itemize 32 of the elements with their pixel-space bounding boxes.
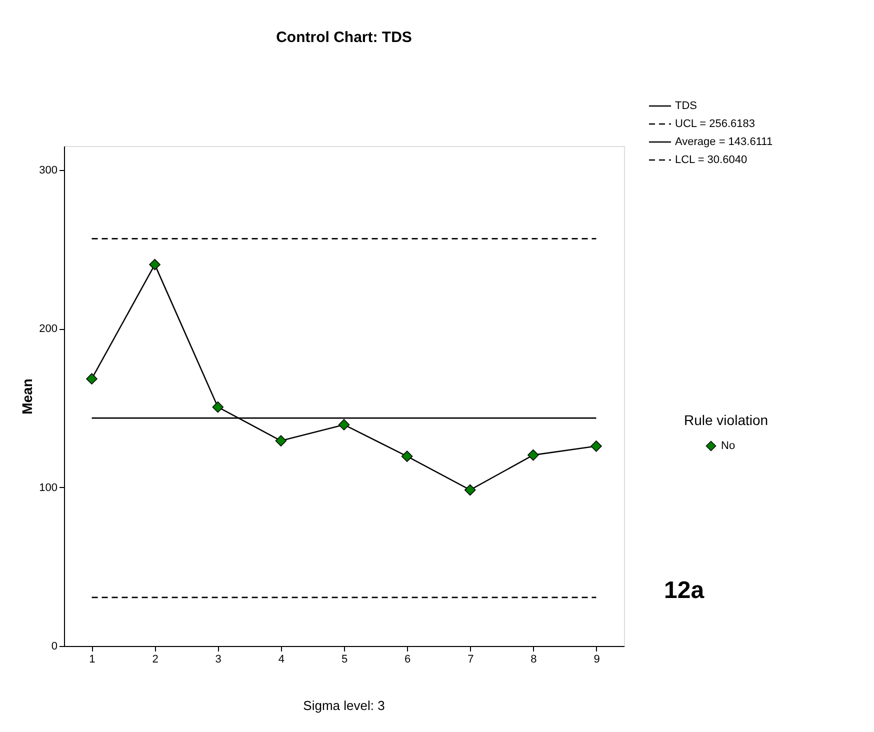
point [212, 401, 224, 413]
x-tick-label: 1 [89, 654, 96, 666]
point [86, 373, 98, 384]
text: 12a [664, 577, 705, 604]
y-axis-title: Mean [19, 378, 36, 414]
point [590, 440, 602, 452]
point [275, 435, 287, 446]
x-tick-label: 2 [152, 654, 158, 666]
x-tick-label: 3 [215, 654, 222, 666]
x-tick-label: 4 [278, 654, 284, 666]
y-tick-label: 300 [39, 164, 58, 176]
y-tick-label: 100 [39, 482, 58, 494]
y-tick-label: 200 [39, 323, 58, 336]
point [149, 258, 160, 270]
point [401, 450, 413, 462]
legend-label: LCL = 30.6040 [675, 154, 748, 166]
text: Sigma level: 3 [303, 698, 385, 713]
legend-label: Average = 143.6111 [675, 136, 773, 148]
legend-title: Rule violation [684, 412, 768, 428]
point [464, 484, 476, 496]
x-tick-label: 6 [404, 654, 411, 666]
y-tick-label: 0 [51, 640, 58, 652]
x-tick-label: 8 [530, 654, 537, 666]
legend-label: UCL = 256.6183 [675, 118, 756, 130]
point [528, 449, 539, 461]
legend-label: TDS [675, 100, 697, 112]
point [338, 419, 350, 430]
x-tick-label: 5 [341, 654, 348, 666]
legend-label: No [721, 440, 736, 452]
x-tick-label: 7 [468, 654, 474, 666]
x-tick-label: 9 [594, 654, 600, 666]
chart-title: Control Chart: TDS [276, 29, 412, 46]
